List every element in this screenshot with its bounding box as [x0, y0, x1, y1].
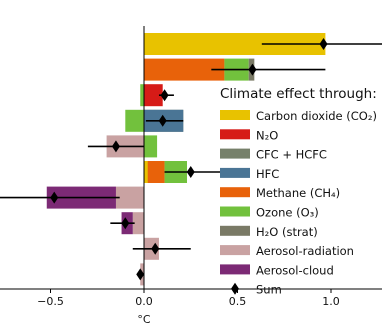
- x-tick-label: 1.0: [322, 295, 340, 308]
- legend: Climate effect through: Carbon dioxide (C…: [220, 86, 377, 297]
- x-axis-label: °C: [137, 313, 151, 326]
- sum-layer: [0, 38, 382, 281]
- legend-label-sum: Sum: [256, 283, 282, 297]
- legend-label-co2: Carbon dioxide (CO₂): [256, 109, 377, 123]
- legend-swatch-h2o: [220, 225, 250, 236]
- legend-swatch-ch4: [220, 187, 250, 198]
- sum-marker-row5: [186, 166, 195, 178]
- sum-marker-row1: [248, 63, 257, 76]
- legend-label-ch4: Methane (CH₄): [256, 186, 340, 200]
- x-tick-label: 0.5: [229, 295, 247, 308]
- x-tick-label: −0.5: [37, 295, 64, 308]
- bar-row2-o3: [140, 84, 144, 107]
- sum-marker-row0: [319, 38, 328, 50]
- legend-label-hfc: HFC: [256, 167, 279, 181]
- legend-label-aer_rad: Aerosol-radiation: [256, 244, 354, 258]
- bar-row6-aer_rad: [115, 186, 144, 209]
- bar-row5-co2: [144, 161, 148, 183]
- legend-swatch-n2o: [220, 129, 250, 140]
- sum-marker-row6: [50, 191, 59, 204]
- bar-row3-o3: [125, 109, 144, 132]
- legend-label-cfc: CFC + HCFC: [256, 148, 327, 162]
- legend-title: Climate effect through:: [220, 86, 377, 102]
- x-axis: −1.0−0.50.00.51.01.5°C: [0, 288, 382, 326]
- bar-row5-ch4: [144, 161, 165, 183]
- bar-row7-aer_rad: [132, 212, 144, 235]
- legend-swatch-aer_rad: [220, 245, 250, 256]
- bar-row1-ch4: [144, 58, 225, 81]
- legend-label-n2o: N₂O: [256, 128, 278, 142]
- legend-swatch-aer_cld: [220, 264, 250, 275]
- x-tick-label: 0.0: [135, 295, 153, 308]
- sum-marker-row2: [160, 89, 169, 102]
- legend-swatch-cfc: [220, 148, 250, 159]
- bar-row0-co2: [144, 33, 326, 55]
- legend-swatch-co2: [220, 110, 250, 120]
- sum-marker-row8: [151, 242, 160, 255]
- legend-label-o3: Ozone (O₃): [256, 206, 319, 220]
- legend-label-h2o: H₂O (strat): [256, 225, 318, 239]
- legend-label-aer_cld: Aerosol-cloud: [256, 263, 334, 277]
- legend-swatch-sum: [231, 282, 239, 295]
- sum-marker-row4: [111, 140, 120, 153]
- sum-marker-row7: [121, 217, 130, 230]
- bar-row2-n2o: [144, 84, 163, 107]
- sum-marker-row9: [136, 268, 145, 281]
- legend-swatch-o3: [220, 206, 250, 217]
- sum-marker-row3: [158, 114, 167, 127]
- bar-row4-o3: [144, 135, 158, 158]
- legend-swatch-hfc: [220, 167, 250, 178]
